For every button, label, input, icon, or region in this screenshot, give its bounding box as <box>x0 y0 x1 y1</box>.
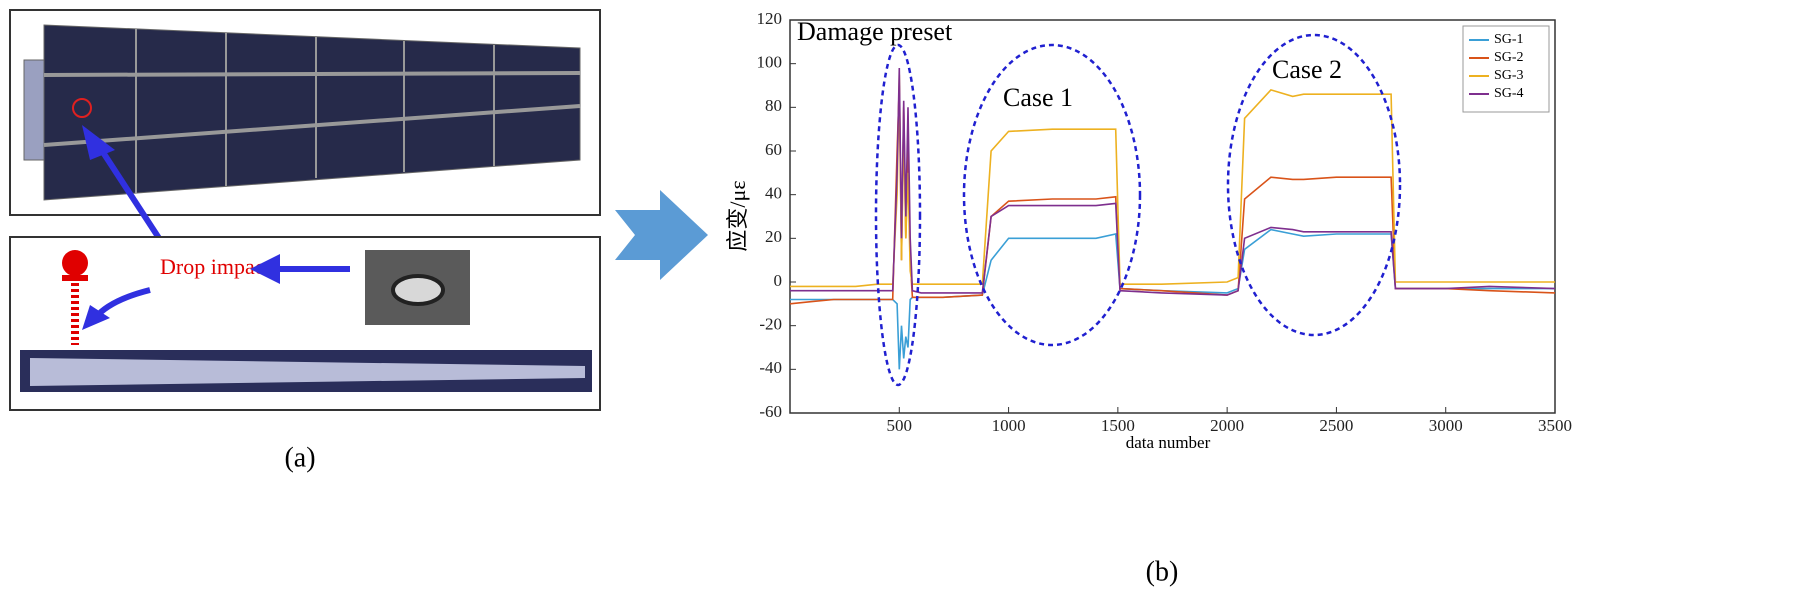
legend-label: SG-4 <box>1494 86 1524 101</box>
series-line <box>790 74 1555 288</box>
legend-label: SG-1 <box>1494 32 1524 47</box>
y-tick-label: 80 <box>765 96 782 115</box>
y-tick-label: 40 <box>765 184 782 203</box>
caption: (b) <box>1146 556 1179 587</box>
impact-point <box>72 98 92 118</box>
x-tick-label: 3000 <box>1429 416 1463 435</box>
annotation: Case 2 <box>1272 55 1342 84</box>
y-tick-label: -60 <box>759 402 782 421</box>
y-tick-label: 100 <box>757 53 783 72</box>
photo-nut <box>391 274 445 306</box>
impact-label: Drop impact <box>160 254 271 279</box>
series-line <box>790 67 1556 296</box>
series-line <box>790 228 1555 370</box>
y-tick-label: 120 <box>757 9 783 28</box>
arrow-head <box>82 125 115 160</box>
y-tick-label: 60 <box>765 140 782 159</box>
x-tick-label: 3500 <box>1538 416 1572 435</box>
annotation: Damage preset <box>797 17 953 46</box>
arrow-up <box>92 138 171 254</box>
panel-grid <box>43 29 581 193</box>
y-axis-label: 应变/με <box>725 180 750 251</box>
plot-area <box>789 19 1556 414</box>
side-panel <box>30 358 585 386</box>
highlight-ellipse <box>1226 33 1402 337</box>
highlight-ellipse <box>962 43 1142 347</box>
x-tick-label: 1000 <box>992 416 1026 435</box>
y-tick-label: 20 <box>765 227 782 246</box>
drop-weight <box>62 250 88 276</box>
y-tick-label: -20 <box>759 315 782 334</box>
panel-a: Drop impact (a) <box>9 9 601 473</box>
solar-panel <box>43 24 581 201</box>
legend-label: SG-2 <box>1494 50 1524 65</box>
y-tick-label: -40 <box>759 358 782 377</box>
y-tick-label: 0 <box>774 271 783 290</box>
legend-label: SG-3 <box>1494 68 1524 83</box>
panel-b: (b) data number 应变/με <box>725 180 1211 587</box>
arrow-head <box>82 305 110 330</box>
annotation: Case 1 <box>1003 83 1073 112</box>
arrow-head <box>250 254 280 284</box>
x-tick-label: 2500 <box>1319 416 1353 435</box>
transition-arrow <box>615 190 708 280</box>
caption: (a) <box>284 442 315 473</box>
x-tick-label: 2000 <box>1210 416 1244 435</box>
x-axis-label: data number <box>1126 433 1211 452</box>
drop-base <box>62 275 88 281</box>
mount-plate <box>23 59 47 161</box>
x-tick-label: 500 <box>887 416 913 435</box>
x-tick-label: 1500 <box>1101 416 1135 435</box>
highlight-ellipse <box>874 43 922 387</box>
